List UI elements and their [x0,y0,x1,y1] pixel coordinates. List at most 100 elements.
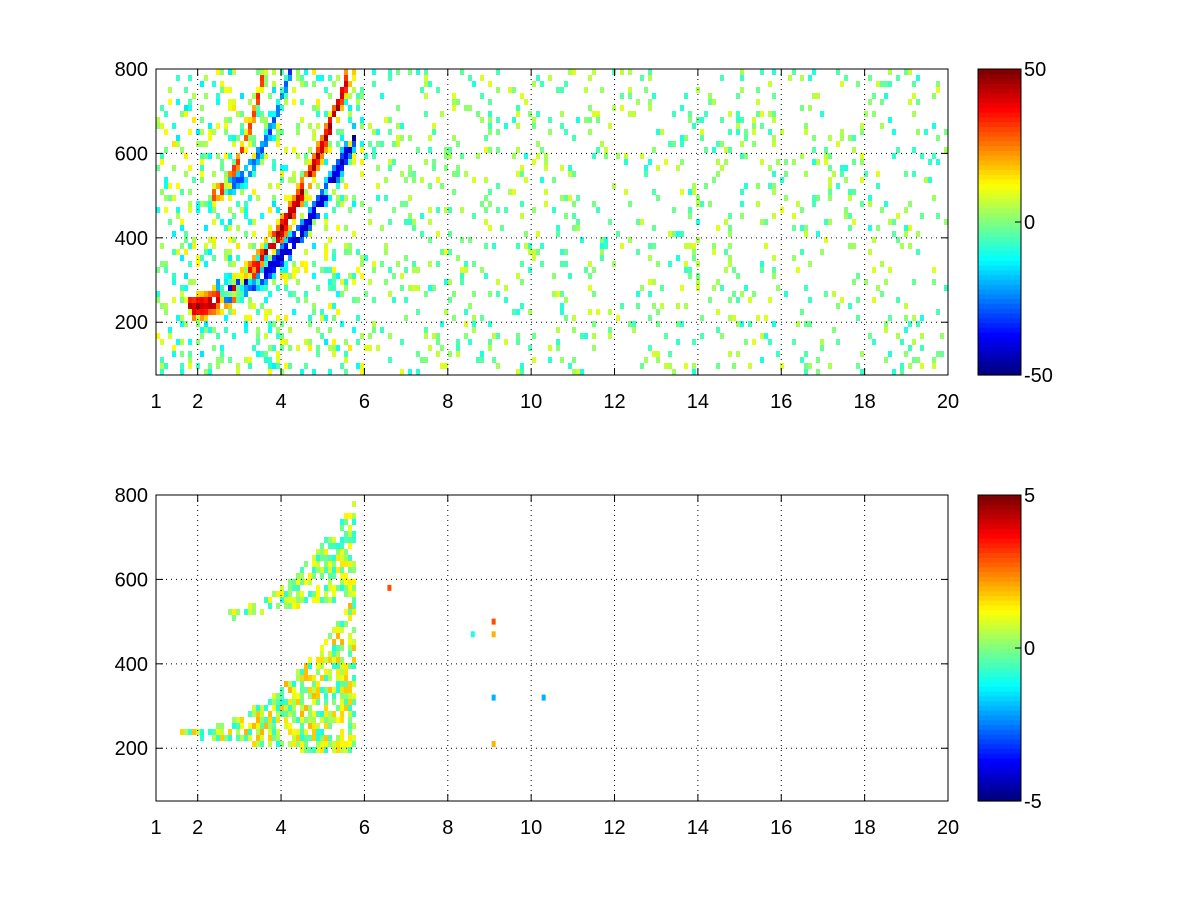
heatmap-cell [560,357,564,363]
heatmap-cell [296,195,300,201]
heatmap-cell [736,117,740,123]
heatmap-cell [232,723,236,729]
heatmap-cell [304,225,308,231]
heatmap-cell [540,243,544,249]
heatmap-cell [212,129,216,135]
heatmap-cell [252,219,256,225]
x-tick-label: 6 [359,391,370,413]
heatmap-cell [296,729,300,735]
heatmap-cell [792,159,796,165]
heatmap-cell [328,93,332,99]
colorbar-stripe [978,518,1021,525]
heatmap-cell [328,573,332,579]
heatmap-cell [260,117,264,123]
heatmap-cell [504,297,508,303]
heatmap-cell [344,249,348,255]
heatmap-cell [696,273,700,279]
heatmap-cell [300,75,304,81]
heatmap-cell [160,369,164,375]
heatmap-cell [220,189,224,195]
heatmap-cell [496,147,500,153]
colorbar-stripe [978,681,1021,687]
bottom-colorbar-tick-labels: -505 [1015,485,1042,813]
heatmap-cell [748,297,752,303]
heatmap-cell [252,273,256,279]
heatmap-cell [212,735,216,741]
heatmap-cell [688,189,692,195]
heatmap-cell [352,195,356,201]
heatmap-cell [380,327,384,333]
heatmap-cell [732,291,736,297]
colorbar-stripe [978,719,1021,726]
colorbar-stripe [978,648,1021,654]
heatmap-cell [228,207,232,213]
heatmap-cell [188,339,192,345]
heatmap-cell [812,201,816,207]
heatmap-cell [776,285,780,291]
colorbar-stripe [978,183,1021,190]
heatmap-cell [596,309,600,315]
heatmap-cell [692,249,696,255]
heatmap-cell [852,147,856,153]
heatmap-cell [212,201,216,207]
colorbar-stripe [978,566,1021,573]
heatmap-cell [268,207,272,213]
heatmap-cell [292,267,296,273]
heatmap-cell [560,249,564,255]
heatmap-cell [704,111,708,117]
heatmap-cell [432,123,436,129]
heatmap-cell [820,111,824,117]
heatmap-cell [876,183,880,189]
x-tick-label: 2 [192,817,203,839]
heatmap-cell [728,315,732,321]
heatmap-cell [892,369,896,375]
heatmap-cell [708,297,712,303]
heatmap-cell [288,213,292,219]
heatmap-cell [204,291,208,297]
heatmap-cell [296,279,300,285]
heatmap-cell [360,171,364,177]
heatmap-cell [236,729,240,735]
colorbar-stripe [978,155,1021,161]
heatmap-cell [232,285,236,291]
heatmap-cell [204,315,208,321]
heatmap-cell [348,663,352,669]
heatmap-cell [228,135,232,141]
heatmap-cell [336,273,340,279]
heatmap-cell [164,147,168,153]
heatmap-cell [236,111,240,117]
heatmap-cell [352,597,356,603]
heatmap-cell [932,195,936,201]
heatmap-cell [892,231,896,237]
heatmap-cell [312,717,316,723]
heatmap-cell [336,675,340,681]
heatmap-cell [188,99,192,105]
heatmap-cell [404,297,408,303]
heatmap-cell [336,741,340,747]
heatmap-cell [888,219,892,225]
heatmap-cell [188,351,192,357]
heatmap-cell [240,717,244,723]
heatmap-cell [628,321,632,327]
heatmap-cell [904,225,908,231]
heatmap-cell [316,75,320,81]
heatmap-cell [328,279,332,285]
heatmap-cell [188,303,192,309]
heatmap-cell [676,255,680,261]
heatmap-cell [228,237,232,243]
heatmap-cell [920,333,924,339]
heatmap-cell [424,333,428,339]
heatmap-cell [688,243,692,249]
heatmap-cell [856,297,860,303]
heatmap-cell [276,141,280,147]
heatmap-cell [648,345,652,351]
heatmap-cell [692,255,696,261]
heatmap-cell [408,219,412,225]
heatmap-cell [416,147,420,153]
heatmap-cell [200,81,204,87]
heatmap-cell [280,255,284,261]
heatmap-cell [436,333,440,339]
heatmap-cell [260,351,264,357]
colorbar-stripe [978,667,1021,673]
